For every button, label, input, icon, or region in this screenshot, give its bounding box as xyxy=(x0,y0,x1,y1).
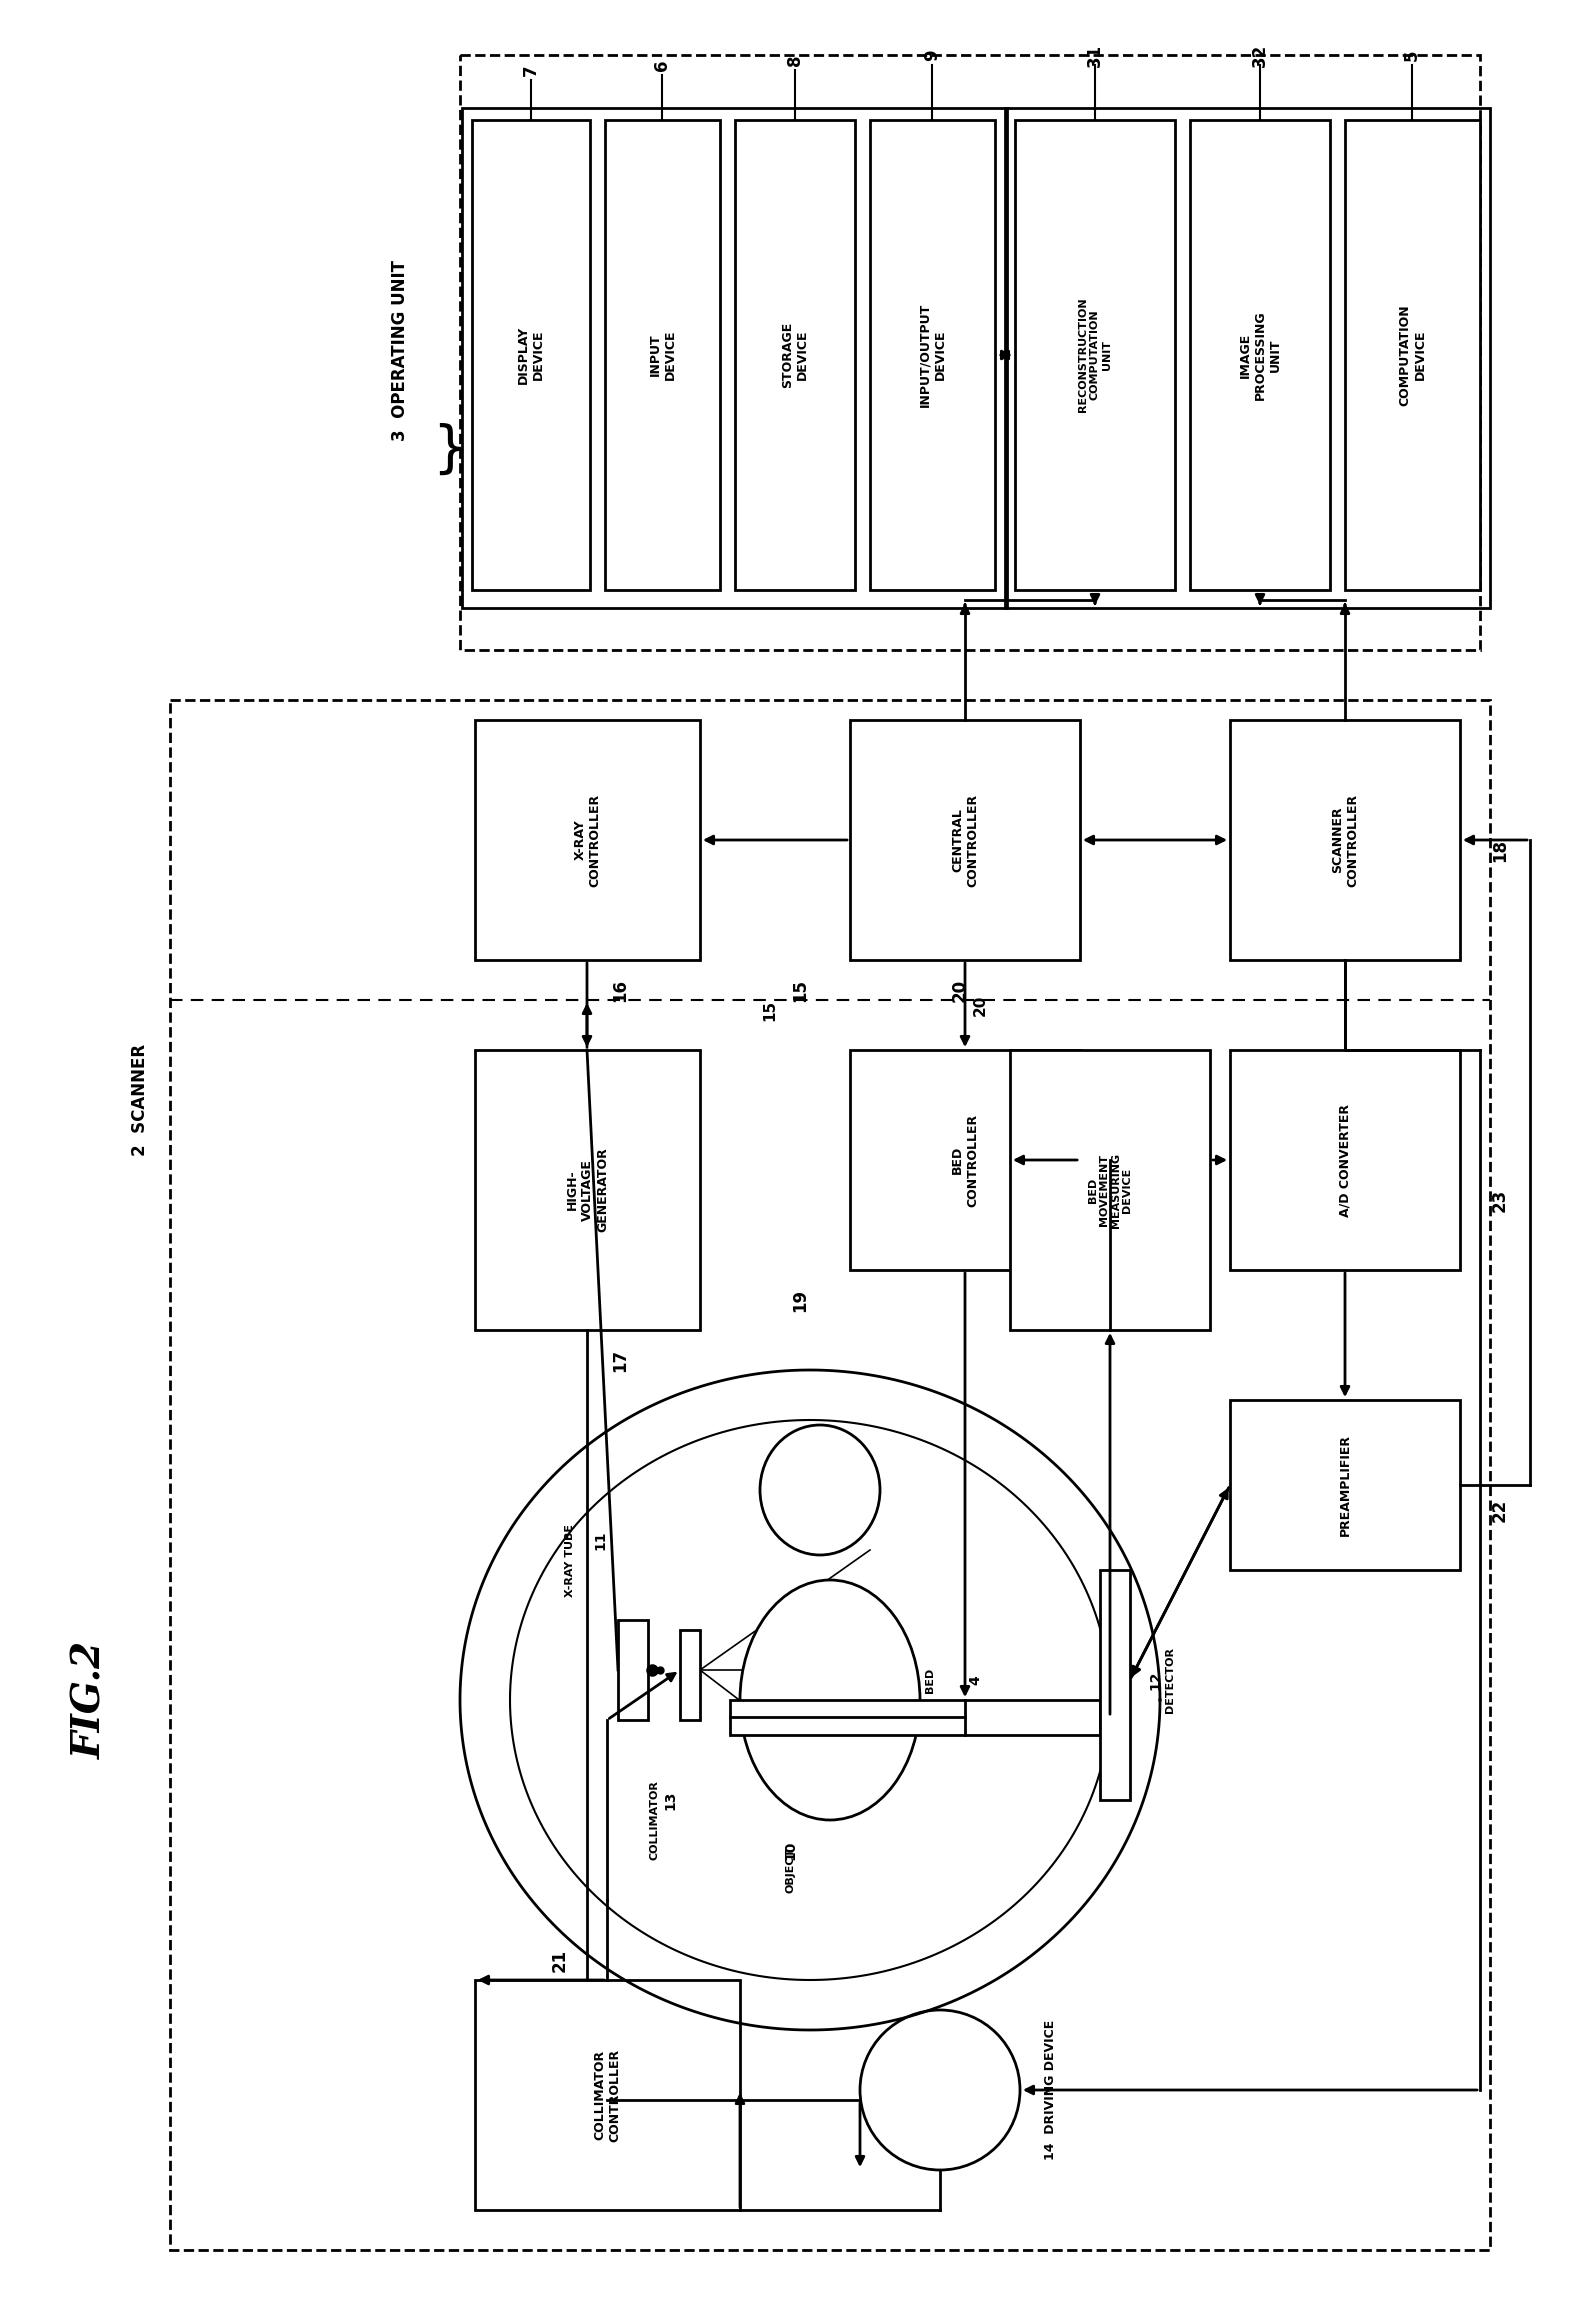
FancyBboxPatch shape xyxy=(1345,120,1481,589)
FancyBboxPatch shape xyxy=(604,120,721,589)
FancyBboxPatch shape xyxy=(849,721,1080,960)
Text: 21: 21 xyxy=(551,1947,568,1971)
Text: 15: 15 xyxy=(763,999,777,1020)
Text: X-RAY TUBE: X-RAY TUBE xyxy=(565,1524,575,1598)
Text: RECONSTRUCTION
COMPUTATION
UNIT: RECONSTRUCTION COMPUTATION UNIT xyxy=(1079,297,1112,412)
FancyBboxPatch shape xyxy=(849,1050,1080,1271)
Text: COLLIMATOR
CONTROLLER: COLLIMATOR CONTROLLER xyxy=(593,2049,622,2141)
Text: 13: 13 xyxy=(663,1791,677,1809)
FancyBboxPatch shape xyxy=(1229,1050,1460,1271)
Text: 19: 19 xyxy=(791,1289,809,1312)
FancyBboxPatch shape xyxy=(1101,1570,1130,1800)
Text: 20: 20 xyxy=(951,978,969,1001)
Ellipse shape xyxy=(760,1425,881,1554)
Text: BED
MOVEMENT
MEASURING
DEVICE: BED MOVEMENT MEASURING DEVICE xyxy=(1088,1153,1132,1227)
Text: 17: 17 xyxy=(611,1349,630,1372)
FancyBboxPatch shape xyxy=(870,120,995,589)
FancyBboxPatch shape xyxy=(1014,120,1174,589)
Text: }: } xyxy=(432,424,468,477)
Text: 5: 5 xyxy=(1404,48,1421,60)
Text: 23: 23 xyxy=(1492,1188,1509,1211)
FancyBboxPatch shape xyxy=(680,1630,700,1720)
Text: 11: 11 xyxy=(593,1531,608,1549)
FancyBboxPatch shape xyxy=(1229,1400,1460,1570)
Text: 20: 20 xyxy=(972,994,988,1015)
Text: INPUT/OUTPUT
DEVICE: INPUT/OUTPUT DEVICE xyxy=(918,304,947,407)
Text: OBJECT: OBJECT xyxy=(785,1849,794,1892)
Ellipse shape xyxy=(739,1579,920,1821)
FancyBboxPatch shape xyxy=(1229,721,1460,960)
Text: 9: 9 xyxy=(923,48,940,60)
Text: SCANNER
CONTROLLER: SCANNER CONTROLLER xyxy=(1331,794,1360,886)
Text: DETECTOR: DETECTOR xyxy=(1165,1646,1174,1713)
Text: 8: 8 xyxy=(787,55,804,67)
Text: 18: 18 xyxy=(1492,838,1509,861)
Text: 31: 31 xyxy=(1086,44,1104,67)
FancyBboxPatch shape xyxy=(730,1699,1101,1736)
FancyBboxPatch shape xyxy=(1190,120,1330,589)
FancyBboxPatch shape xyxy=(476,1050,700,1331)
Text: 15: 15 xyxy=(791,978,809,1001)
FancyBboxPatch shape xyxy=(735,120,856,589)
FancyBboxPatch shape xyxy=(1010,1050,1210,1331)
Text: BED
CONTROLLER: BED CONTROLLER xyxy=(951,1114,980,1206)
Text: A/D CONVERTER: A/D CONVERTER xyxy=(1339,1103,1352,1215)
Text: COLLIMATOR: COLLIMATOR xyxy=(650,1779,659,1860)
Text: 3  OPERATING UNIT: 3 OPERATING UNIT xyxy=(391,260,410,440)
Text: 12: 12 xyxy=(1148,1671,1162,1690)
Text: HIGH-
VOLTAGE
GENERATOR: HIGH- VOLTAGE GENERATOR xyxy=(567,1149,609,1232)
Text: 4: 4 xyxy=(969,1676,981,1685)
Text: INPUT
DEVICE: INPUT DEVICE xyxy=(648,329,677,380)
Text: IMAGE
PROCESSING
UNIT: IMAGE PROCESSING UNIT xyxy=(1239,311,1281,401)
FancyBboxPatch shape xyxy=(476,721,700,960)
Text: FIG.2: FIG.2 xyxy=(71,1641,108,1759)
Text: DISPLAY
DEVICE: DISPLAY DEVICE xyxy=(517,327,545,384)
FancyBboxPatch shape xyxy=(619,1621,648,1720)
Text: 32: 32 xyxy=(1251,44,1269,67)
Text: 22: 22 xyxy=(1492,1499,1509,1522)
FancyBboxPatch shape xyxy=(476,1980,739,2210)
Text: X-RAY
CONTROLLER: X-RAY CONTROLLER xyxy=(573,794,601,886)
Text: 10: 10 xyxy=(783,1839,798,1860)
Text: COMPUTATION
DEVICE: COMPUTATION DEVICE xyxy=(1399,304,1427,405)
Text: 14  DRIVING DEVICE: 14 DRIVING DEVICE xyxy=(1044,2019,1057,2159)
Text: 2  SCANNER: 2 SCANNER xyxy=(130,1043,149,1156)
Text: 16: 16 xyxy=(611,978,630,1001)
Text: BED: BED xyxy=(925,1667,936,1692)
Text: PREAMPLIFIER: PREAMPLIFIER xyxy=(1339,1434,1352,1535)
Text: STORAGE
DEVICE: STORAGE DEVICE xyxy=(780,322,809,389)
Text: 7: 7 xyxy=(521,64,540,76)
Text: 6: 6 xyxy=(653,60,670,71)
FancyBboxPatch shape xyxy=(473,120,590,589)
Text: CENTRAL
CONTROLLER: CENTRAL CONTROLLER xyxy=(951,794,980,886)
